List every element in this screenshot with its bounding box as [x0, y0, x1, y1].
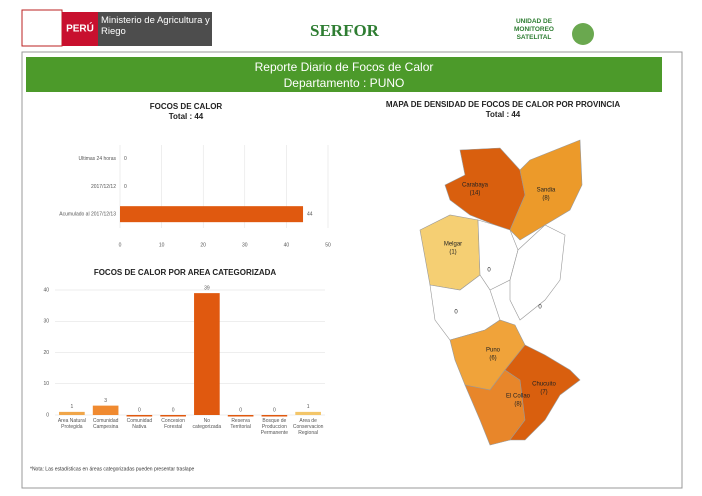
x-tick-wrap: Area de Conservacion Regional	[292, 418, 324, 436]
country: PERÚ	[66, 22, 94, 35]
y-tick-label: 0	[46, 412, 49, 418]
x-tick-label: Bosque de Produccion Permanente	[260, 418, 288, 436]
x-tick-label: 0	[119, 242, 122, 248]
bar	[120, 206, 304, 223]
province-name: Sandia	[537, 188, 556, 194]
value-label: 0	[273, 407, 276, 413]
value-label: 0	[138, 407, 141, 413]
y-tick-label: 2017/12/12	[91, 184, 116, 190]
province-count: (14)	[470, 191, 481, 197]
x-tick-wrap: No categorizada	[192, 418, 222, 430]
value-label: 0	[124, 156, 127, 162]
province-count: (1)	[449, 250, 456, 256]
y-tick-label: 30	[43, 319, 49, 325]
province-name: El Collao	[506, 394, 531, 400]
x-tick-label: No categorizada	[192, 418, 222, 430]
value-label: 0	[239, 407, 242, 413]
province-count: (6)	[489, 356, 496, 362]
x-tick-label: Concesion Forestal	[161, 418, 185, 430]
map-title: MAPA DE DENSIDAD DE FOCOS DE CALOR POR P…	[386, 100, 620, 109]
x-tick-wrap: Reserva Territorial	[230, 418, 251, 430]
unit-wrap: UNIDAD DE MONITOREO SATELITAL	[514, 18, 554, 41]
value-label: 1	[307, 404, 310, 410]
map	[419, 139, 583, 446]
x-tick-wrap: Concesion Forestal	[161, 418, 185, 430]
x-tick-label: 40	[284, 242, 290, 248]
bar	[227, 415, 254, 417]
value-label: 1	[70, 404, 73, 410]
unit: UNIDAD DE MONITOREO SATELITAL	[514, 18, 554, 41]
y-tick-label: Acumulado al 2017/12/13	[59, 211, 116, 217]
province	[504, 344, 581, 441]
x-tick-label: 50	[325, 242, 331, 248]
province-name: Chucuito	[532, 382, 556, 388]
value-label: 39	[204, 285, 210, 291]
chart-title: FOCOS DE CALOR POR AREA CATEGORIZADA	[94, 268, 277, 277]
province	[509, 139, 583, 241]
x-tick-wrap: Bosque de Produccion Permanente	[260, 418, 288, 436]
y-tick-label: Ultimas 24 horas	[78, 156, 116, 162]
y-tick-label: 10	[43, 381, 49, 387]
bar	[261, 415, 288, 417]
ministry: Ministerio de Agricultura y Riego	[101, 15, 210, 37]
province-count: (8)	[542, 196, 549, 202]
province-count: 0	[454, 310, 458, 316]
agency: SERFOR	[310, 21, 380, 40]
x-tick-label: 30	[242, 242, 248, 248]
chart-subtitle: Total : 44	[169, 112, 204, 121]
bar	[295, 411, 321, 415]
value-label: 3	[104, 398, 107, 404]
province-name: Melgar	[444, 242, 462, 248]
x-tick-wrap: Comunidad Nativa	[126, 418, 153, 430]
x-tick-label: Area Natural Protegida	[57, 418, 86, 430]
ministry-wrap: Ministerio de Agricultura y Riego	[101, 15, 210, 37]
x-tick-label: 10	[159, 242, 165, 248]
province-name: Puno	[486, 348, 501, 354]
y-tick-label: 40	[43, 287, 49, 293]
x-tick-label: 20	[200, 242, 206, 248]
banner-title: Reporte Diario de Focos de Calor	[255, 60, 434, 74]
bar	[59, 411, 85, 415]
bar	[160, 415, 186, 417]
province-count: (8)	[514, 402, 521, 408]
bar	[92, 405, 119, 415]
bar	[126, 415, 153, 417]
peru-box	[62, 12, 98, 46]
banner-subtitle: Departamento : PUNO	[284, 76, 405, 90]
value-label: 0	[172, 407, 175, 413]
footnote: *Nota: Las estadísticas en áreas categor…	[30, 466, 194, 472]
x-tick-label: Reserva Territorial	[230, 418, 251, 430]
coat-of-arms	[21, 9, 63, 47]
province-name: Carabaya	[462, 183, 489, 189]
banner	[26, 57, 662, 92]
chart-title: FOCOS DE CALOR	[150, 102, 223, 111]
frame	[21, 51, 683, 489]
x-tick-label: Comunidad Nativa	[126, 418, 153, 430]
x-tick-wrap: Comunidad Campesina	[92, 418, 119, 430]
province-count: (7)	[540, 390, 547, 396]
unit-logo	[572, 23, 594, 45]
value-label: 0	[124, 184, 127, 190]
x-tick-label: Area de Conservacion Regional	[292, 418, 324, 436]
province-count: 0	[538, 305, 542, 311]
province	[509, 224, 566, 321]
map-subtitle: Total : 44	[486, 110, 521, 119]
value-label: 44	[307, 211, 313, 217]
province-count: 0	[487, 268, 491, 274]
x-tick-label: Comunidad Campesina	[92, 418, 119, 430]
bar	[194, 293, 220, 415]
ministry-box	[98, 12, 212, 46]
x-tick-wrap: Area Natural Protegida	[57, 418, 86, 430]
y-tick-label: 20	[43, 350, 49, 356]
